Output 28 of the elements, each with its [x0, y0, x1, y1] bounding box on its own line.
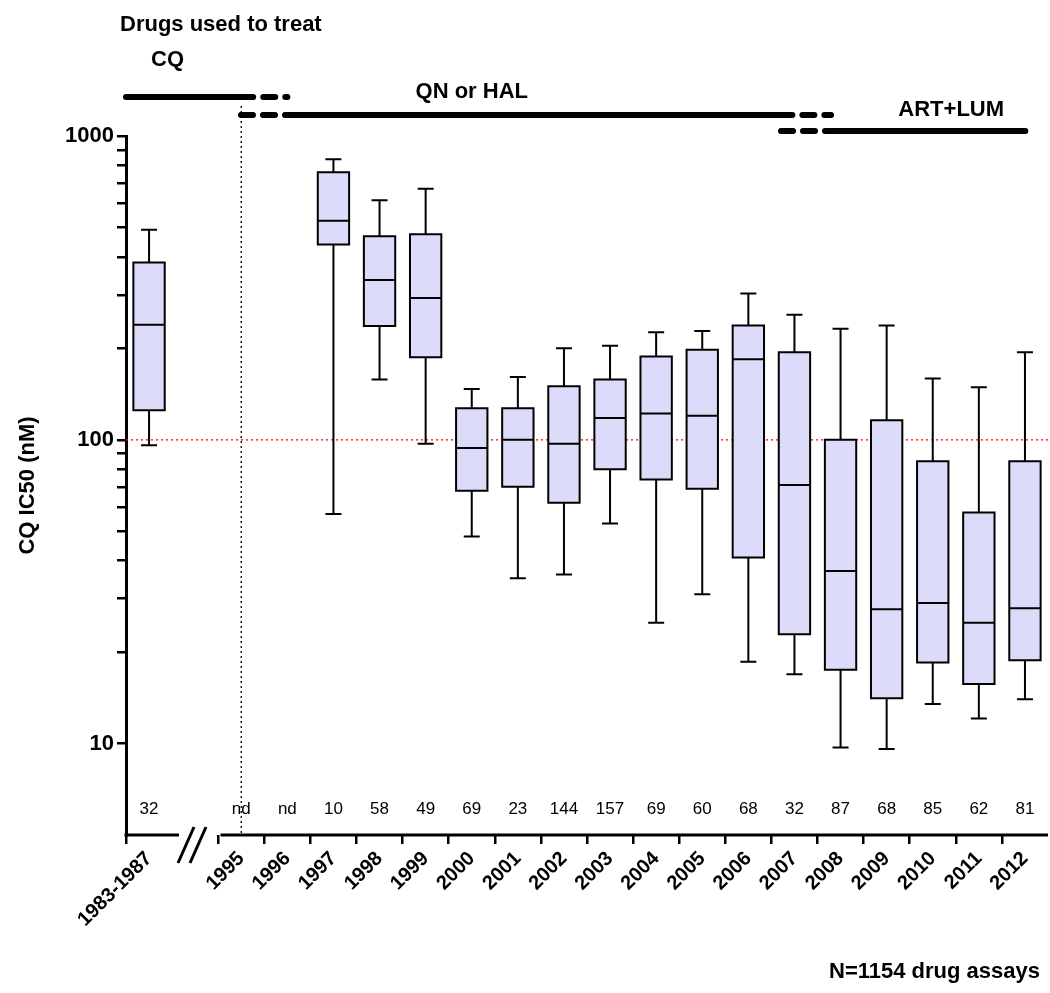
annotation: 69 [462, 798, 482, 818]
annotation: nd [277, 798, 297, 818]
annotation: 49 [416, 798, 436, 818]
y-axis-title: CQ IC50 (nM) [14, 416, 40, 555]
annotation: 157 [595, 798, 625, 818]
y-tick-label: 1000 [65, 122, 114, 148]
annotation: 32 [139, 798, 159, 818]
annotation: 10 [323, 798, 343, 818]
annotation: 62 [969, 798, 989, 818]
annotation: 85 [923, 798, 943, 818]
annotation: 58 [370, 798, 390, 818]
text: ART+LUM [898, 96, 1005, 122]
annotation: 144 [549, 798, 579, 818]
text: N=1154 drug assays [829, 958, 1040, 984]
chart-title: Drugs used to treat [120, 11, 323, 37]
text: QN or HAL [415, 78, 528, 104]
annotation: 60 [692, 798, 712, 818]
annotation: 69 [646, 798, 666, 818]
annotation: 87 [831, 798, 851, 818]
annotation: 32 [784, 798, 804, 818]
y-tick-label: 100 [77, 425, 114, 451]
annotation: 23 [508, 798, 528, 818]
annotation: 68 [738, 798, 758, 818]
y-tick-label: 10 [89, 729, 114, 755]
annotation: nd [231, 798, 251, 818]
annotation: 81 [1015, 798, 1035, 818]
annotation: 68 [877, 798, 897, 818]
text: CQ [150, 46, 184, 72]
